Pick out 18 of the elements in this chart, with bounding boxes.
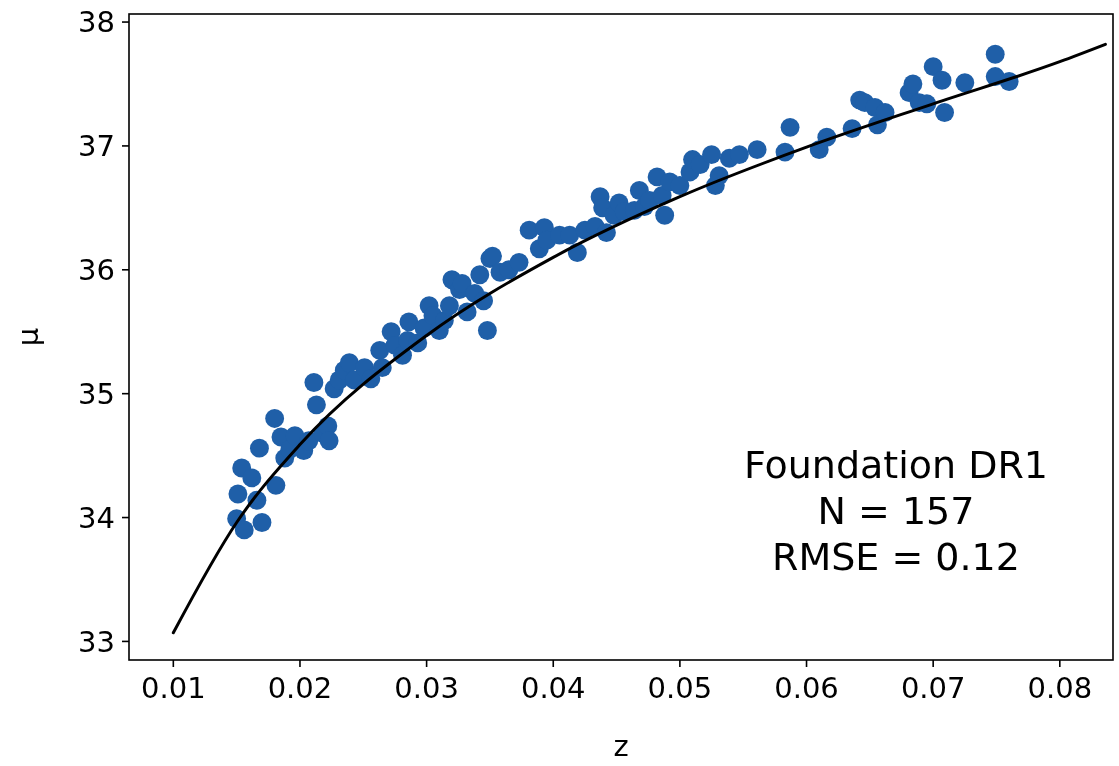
y-tick-label: 34 <box>78 500 115 535</box>
y-tick-label: 38 <box>78 5 115 40</box>
x-tick-label: 0.04 <box>520 671 586 705</box>
x-tick-label: 0.01 <box>141 671 206 705</box>
x-tick-label: 0.02 <box>267 671 333 705</box>
x-tick-label: 0.06 <box>774 671 839 705</box>
line-series <box>171 42 1107 635</box>
y-tick-label: 35 <box>78 376 115 411</box>
x-tick-label: 0.03 <box>394 671 459 705</box>
x-axis-title: z <box>613 729 629 763</box>
annotation: Foundation DR1 N = 157 RMSE = 0.12 <box>743 443 1049 579</box>
x-tick-label: 0.05 <box>647 671 713 705</box>
x-tick-label: 0.07 <box>900 671 966 705</box>
y-tick-label: 36 <box>78 252 115 287</box>
y-tick-label: 33 <box>78 624 115 659</box>
y-axis-title: μ <box>11 327 45 347</box>
x-tick-label: 0.08 <box>1027 671 1093 705</box>
y-tick-label: 37 <box>78 129 115 164</box>
